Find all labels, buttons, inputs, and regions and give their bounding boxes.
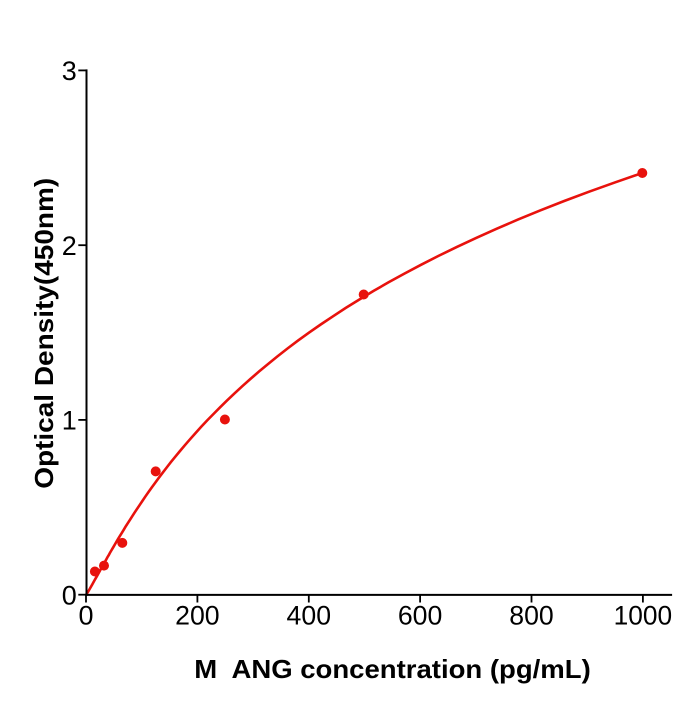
svg-text:2: 2 (62, 231, 77, 261)
svg-text:800: 800 (509, 600, 554, 630)
svg-text:Optical Density(450nm): Optical Density(450nm) (29, 178, 59, 489)
svg-text:1000: 1000 (614, 600, 673, 630)
svg-text:1: 1 (62, 406, 77, 436)
svg-text:400: 400 (287, 600, 332, 630)
svg-text:M ANG concentration (pg/mL): M ANG concentration (pg/mL) (194, 654, 591, 684)
svg-text:200: 200 (175, 600, 220, 630)
svg-text:600: 600 (398, 600, 443, 630)
svg-text:0: 0 (78, 600, 93, 630)
svg-text:3: 3 (62, 56, 77, 86)
svg-text:0: 0 (62, 580, 77, 610)
